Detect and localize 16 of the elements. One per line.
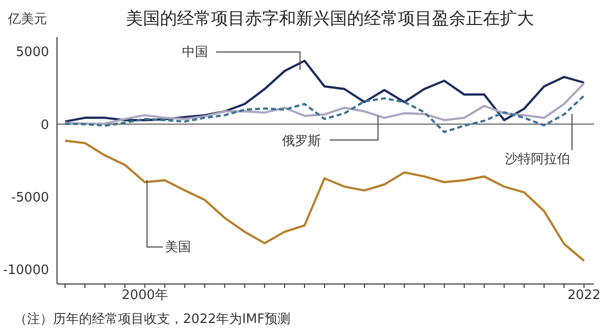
chart-title: 美国的经常项目赤字和新兴国的经常项目盈余正在扩大 [125,8,535,30]
y-tick-label: 0 [40,118,49,133]
y-tick-label: 5000 [16,45,49,60]
line-series [64,60,586,123]
text: 中国 [182,45,208,60]
line-series [64,82,586,125]
x-tick-label: 2000年 [122,288,168,304]
text: （注）历年的经常项目收支，2022年为IMF预测 [14,311,291,328]
text: 沙特阿拉伯 [505,152,570,167]
x-tick-label: 2022 [567,288,600,304]
y-tick-label: -10000 [2,263,49,278]
series-label: 俄罗斯 [282,134,321,149]
line-series [64,94,586,134]
y-tick-label: -5000 [11,190,49,206]
text: 美国 [165,239,191,255]
y-axis-title: 亿美元 [8,11,47,28]
